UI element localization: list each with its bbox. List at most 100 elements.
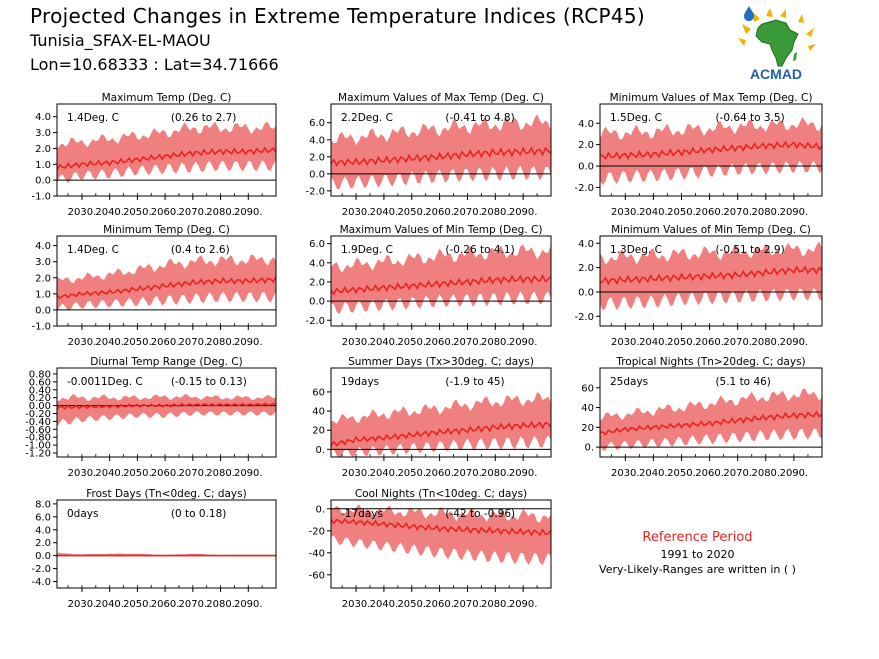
x-tick-label: 2040. <box>639 207 668 218</box>
y-tick-label: -2.0 <box>574 312 594 323</box>
y-tick-label: 40 <box>312 407 325 418</box>
chart-plot <box>600 117 822 186</box>
plot-frame <box>330 499 552 589</box>
value-label: -0.0011Deg. C <box>67 376 143 388</box>
page-title: Projected Changes in Extreme Temperature… <box>30 4 646 28</box>
x-tick-label: 2070. <box>723 468 752 479</box>
y-tick-label: 0.80 <box>29 369 51 380</box>
x-tick-label: 2050. <box>667 337 696 348</box>
very-likely-ranges-note: Very-Likely-Ranges are written in ( ) <box>599 563 796 576</box>
chart-title: Frost Days (Tn<0deg. C; days) <box>86 488 246 500</box>
africa-map-icon <box>755 19 799 67</box>
range-label: (-0.64 to 3.5) <box>715 112 784 124</box>
x-tick-label: 2090. <box>234 599 263 610</box>
median-line <box>331 274 551 296</box>
median-line <box>600 265 822 286</box>
x-tick-label: 2030. <box>68 337 97 348</box>
chart-title: Minimum Values of Max Temp (Deg. C) <box>610 92 813 104</box>
y-tick-label: 0. <box>584 443 594 454</box>
x-tick-label: 2060. <box>151 337 180 348</box>
x-tick-label: 2080. <box>206 599 235 610</box>
chart-panel: 0.800.600.400.200.00-0.20-0.40-0.60-0.80… <box>25 356 277 479</box>
x-tick-label: 2070. <box>179 207 208 218</box>
x-tick-label: 2080. <box>751 468 780 479</box>
x-tick-label: 2080. <box>751 207 780 218</box>
y-tick-label: -1.00 <box>25 441 51 452</box>
x-tick-label: 2050. <box>397 207 426 218</box>
y-tick-label: -20 <box>309 526 325 537</box>
range-label: (-0.15 to 0.13) <box>171 376 247 388</box>
median-line <box>57 146 276 171</box>
chart-plot <box>57 121 276 184</box>
y-tick-label: 8.0 <box>35 499 51 510</box>
x-tick-label: 2040. <box>639 468 668 479</box>
x-tick-label: 2060. <box>425 468 454 479</box>
y-tick-label: 2.0 <box>309 152 325 163</box>
median-line <box>331 420 551 447</box>
x-tick-label: 2080. <box>206 337 235 348</box>
x-tick-label: 2030. <box>68 468 97 479</box>
plot-frame <box>56 499 277 589</box>
value-label: 25days <box>610 376 648 388</box>
value-label: 19days <box>341 376 379 388</box>
x-tick-label: 2030. <box>611 468 640 479</box>
chart-title: Diurnal Temp Range (Deg. C) <box>90 356 242 368</box>
y-tick-label: 0.0 <box>35 176 51 187</box>
y-tick-label: -0.80 <box>25 433 51 444</box>
y-tick-label: -2.0 <box>574 183 594 194</box>
plot-frame <box>56 103 277 197</box>
median-line <box>600 410 822 436</box>
x-tick-label: 2050. <box>123 468 152 479</box>
chart-plot <box>600 388 822 451</box>
y-tick-label: 0.40 <box>29 385 51 396</box>
chart-panel: 6.0 4.0 2.0 0.0 -2.0 2030. 2040. 2050. 2060. 2070… <box>305 224 552 348</box>
y-tick-label: 4.0 <box>35 241 51 252</box>
x-tick-label: 2030. <box>342 207 371 218</box>
chart-plot <box>331 244 551 315</box>
range-label: (0 to 0.18) <box>171 508 226 520</box>
chart-panel: 0. -20 -40 -60 2030. 2040. 2050. 2060. 2070. 2080… <box>309 488 552 610</box>
y-tick-label: 6.0 <box>35 512 51 523</box>
x-tick-label: 2090. <box>509 468 538 479</box>
plot-frame <box>599 235 823 327</box>
x-tick-label: 2060. <box>151 468 180 479</box>
x-tick-label: 2070. <box>179 599 208 610</box>
y-tick-label: -0.40 <box>25 417 51 428</box>
reference-period-title: Reference Period <box>642 530 753 545</box>
x-tick-label: 2090. <box>234 337 263 348</box>
value-label: 1.3Deg. C <box>610 244 662 256</box>
x-tick-label: 2040. <box>639 337 668 348</box>
x-tick-label: 2080. <box>751 337 780 348</box>
x-tick-label: 2080. <box>481 599 510 610</box>
range-band <box>331 504 551 566</box>
x-tick-label: 2090. <box>780 207 809 218</box>
range-band <box>600 388 822 451</box>
y-tick-label: 60 <box>312 387 325 398</box>
range-band <box>331 244 551 315</box>
y-tick-label: 0.20 <box>29 393 51 404</box>
x-tick-label: 2070. <box>723 337 752 348</box>
chart-title: Maximum Values of Max Temp (Deg. C) <box>338 92 544 104</box>
x-tick-label: 2090. <box>780 337 809 348</box>
y-tick-label: 4.0 <box>309 135 325 146</box>
median-line <box>600 140 822 161</box>
x-tick-label: 2050. <box>123 599 152 610</box>
range-label: (-0.41 to 4.8) <box>445 112 514 124</box>
y-tick-label: 60 <box>581 383 594 394</box>
value-label: 0days <box>67 508 98 520</box>
chart-title: Maximum Temp (Deg. C) <box>102 92 232 104</box>
y-tick-label: 0.0 <box>578 162 594 173</box>
range-label: (0.4 to 2.6) <box>171 244 230 256</box>
chart-panel: 60 40 20 0. 2030. 2040. 2050. 2060. 2070. 2080. 20… <box>312 356 552 479</box>
chart-title: Maximum Values of Min Temp (Deg. C) <box>340 224 543 236</box>
value-label: 1.4Deg. C <box>67 112 119 124</box>
x-tick-label: 2030. <box>68 599 97 610</box>
value-label: 1.9Deg. C <box>341 244 393 256</box>
y-tick-label: -1.0 <box>31 322 51 333</box>
range-label: (5.1 to 46) <box>715 376 770 388</box>
